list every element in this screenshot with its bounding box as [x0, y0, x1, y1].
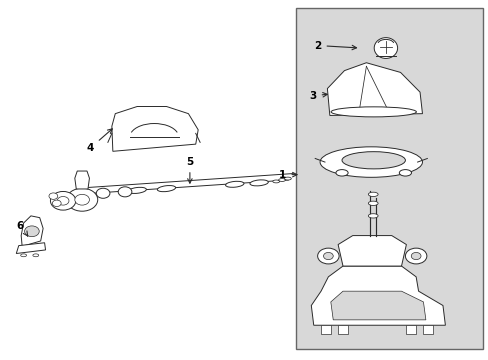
- Circle shape: [24, 226, 39, 237]
- Text: 6: 6: [17, 221, 28, 236]
- Polygon shape: [16, 243, 45, 253]
- Ellipse shape: [272, 180, 279, 183]
- Circle shape: [50, 192, 76, 210]
- Text: 5: 5: [186, 157, 193, 183]
- Circle shape: [49, 193, 58, 199]
- Circle shape: [118, 187, 132, 197]
- Ellipse shape: [367, 214, 377, 218]
- Ellipse shape: [373, 38, 397, 58]
- Bar: [423, 325, 432, 334]
- Bar: [321, 325, 330, 334]
- Ellipse shape: [225, 181, 244, 187]
- Circle shape: [410, 252, 420, 260]
- Circle shape: [405, 248, 426, 264]
- Polygon shape: [337, 235, 406, 266]
- Ellipse shape: [249, 180, 268, 186]
- Polygon shape: [311, 266, 445, 325]
- Circle shape: [66, 188, 98, 211]
- Ellipse shape: [33, 254, 39, 257]
- Bar: [337, 325, 347, 334]
- Ellipse shape: [367, 201, 377, 206]
- Ellipse shape: [399, 170, 411, 176]
- FancyBboxPatch shape: [295, 8, 483, 348]
- Polygon shape: [112, 107, 198, 151]
- Circle shape: [96, 188, 110, 198]
- Circle shape: [323, 252, 332, 260]
- Ellipse shape: [278, 179, 285, 181]
- Circle shape: [52, 200, 61, 207]
- Ellipse shape: [320, 147, 422, 177]
- Text: 1: 1: [279, 170, 296, 180]
- Text: 2: 2: [314, 41, 356, 50]
- Text: 4: 4: [87, 129, 112, 153]
- Circle shape: [75, 194, 89, 205]
- Ellipse shape: [20, 254, 26, 257]
- Polygon shape: [75, 171, 89, 189]
- Ellipse shape: [128, 187, 146, 193]
- Ellipse shape: [284, 177, 291, 180]
- Circle shape: [317, 248, 338, 264]
- Ellipse shape: [367, 192, 377, 197]
- Polygon shape: [330, 291, 425, 320]
- Ellipse shape: [335, 170, 347, 176]
- Ellipse shape: [157, 185, 175, 192]
- Polygon shape: [21, 216, 43, 246]
- Ellipse shape: [341, 152, 405, 169]
- Circle shape: [57, 197, 69, 205]
- Bar: [406, 325, 415, 334]
- Polygon shape: [327, 63, 422, 116]
- Text: 3: 3: [309, 91, 326, 101]
- Ellipse shape: [330, 107, 415, 117]
